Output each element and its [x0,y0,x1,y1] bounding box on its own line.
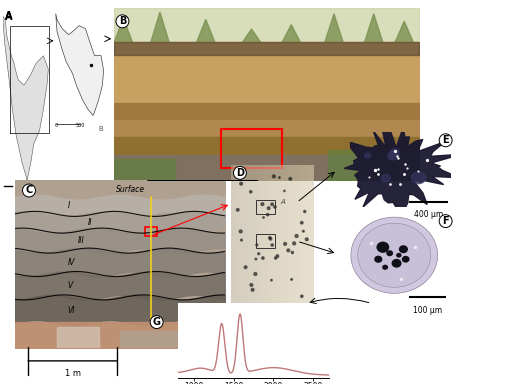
Text: D: D [236,168,244,178]
Circle shape [376,242,389,253]
Circle shape [399,245,408,253]
Polygon shape [344,117,461,212]
Point [297,293,306,300]
Point [236,228,245,235]
Point [263,212,272,218]
Polygon shape [3,16,48,181]
Text: 500: 500 [75,124,85,129]
Polygon shape [151,12,169,42]
Circle shape [412,172,426,184]
Point [270,173,278,179]
Polygon shape [196,20,215,42]
Point [234,207,242,213]
Point [241,264,250,270]
Text: B: B [98,126,102,132]
Text: E: E [442,135,449,145]
Point [253,242,261,248]
Polygon shape [325,14,343,42]
Text: A: A [280,199,285,205]
Point [264,205,273,211]
Point [290,240,298,247]
Circle shape [402,256,409,263]
Text: 400 μm: 400 μm [414,210,443,219]
Point [284,247,293,253]
Circle shape [351,217,438,293]
Text: II: II [88,218,93,227]
Bar [255,200,276,214]
Polygon shape [242,29,261,42]
Point [287,276,296,283]
Point [237,180,245,187]
Circle shape [382,265,388,270]
Circle shape [388,151,398,160]
Text: 100 μm: 100 μm [413,306,442,315]
Circle shape [365,153,371,158]
Circle shape [390,149,399,156]
Point [301,209,309,215]
Text: I: I [67,201,70,210]
Text: C: C [25,185,32,195]
Polygon shape [364,14,383,42]
Text: IV: IV [67,258,75,267]
Polygon shape [114,18,132,42]
Point [259,255,267,261]
Text: G: G [152,317,161,327]
Circle shape [391,259,401,268]
Text: V: V [67,281,73,290]
Point [259,214,268,220]
Point [286,176,295,182]
Text: A: A [5,12,12,22]
Text: VI: VI [67,306,75,315]
Bar [255,234,276,248]
Text: A: A [5,12,13,22]
Point [246,189,255,195]
Polygon shape [56,14,104,116]
Bar [145,227,158,236]
Polygon shape [395,21,413,42]
Bar [221,129,282,167]
Point [254,251,263,257]
Point [247,282,255,288]
Polygon shape [57,328,99,348]
Text: B: B [119,17,126,26]
Point [275,174,284,180]
Circle shape [389,155,394,159]
Point [249,287,257,293]
Polygon shape [282,25,301,42]
Circle shape [374,256,382,263]
Point [266,236,275,242]
Text: 1 cm: 1 cm [245,320,266,329]
Point [266,235,274,241]
Polygon shape [120,331,183,348]
Point [258,201,267,207]
Circle shape [358,223,431,287]
Text: III: III [78,236,84,245]
Point [281,241,289,247]
Point [280,188,289,194]
Text: F: F [442,216,449,226]
Circle shape [381,174,390,182]
Point [237,237,246,243]
Text: 0: 0 [55,124,58,129]
Point [303,236,311,242]
Text: 1 m: 1 m [65,369,81,378]
Point [251,271,260,277]
Point [268,242,277,248]
Point [293,233,301,239]
Point [273,253,281,259]
Point [267,277,276,283]
Point [299,228,307,234]
Point [252,256,260,262]
Circle shape [396,253,401,258]
Point [271,204,279,210]
Text: Surface: Surface [116,185,145,194]
Circle shape [386,250,393,256]
Point [271,255,280,261]
Point [297,220,306,226]
Point [288,250,297,256]
Point [268,201,276,207]
